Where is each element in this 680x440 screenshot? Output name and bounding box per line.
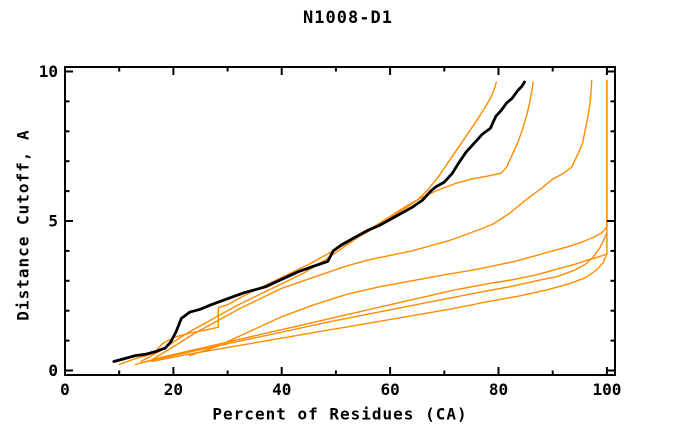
x-tick-label: 100 <box>592 380 621 399</box>
series-model-orange-5 <box>134 79 608 366</box>
y-tick-label: 10 <box>39 62 58 81</box>
series-model-orange-6 <box>140 232 608 364</box>
x-tick-label: 40 <box>272 380 291 399</box>
series-model-orange-4 <box>188 79 608 357</box>
y-tick-label: 5 <box>48 212 58 231</box>
series-model-orange-1 <box>118 81 497 366</box>
x-tick-label: 0 <box>60 380 70 399</box>
y-tick-label: 0 <box>48 361 58 380</box>
series-model-orange-3 <box>150 79 593 361</box>
x-axis-label: Percent of Residues (CA) <box>212 404 468 424</box>
x-tick-label: 60 <box>380 380 399 399</box>
series-highlighted-model-black <box>112 80 526 363</box>
chart-title: N1008-D1 <box>303 8 393 28</box>
series-model-orange-7 <box>150 253 608 363</box>
series-model-orange-2 <box>140 81 534 363</box>
x-tick-label: 20 <box>164 380 183 399</box>
x-tick-label: 80 <box>489 380 508 399</box>
